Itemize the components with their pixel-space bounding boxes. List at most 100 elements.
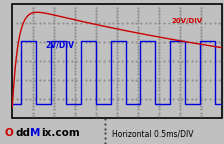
Point <box>94 10 98 12</box>
Point <box>88 41 92 43</box>
Point <box>56 79 60 81</box>
Point <box>157 22 161 25</box>
Point <box>199 80 203 82</box>
Point <box>178 22 182 25</box>
Point <box>52 29 56 31</box>
Point <box>162 98 166 100</box>
Point <box>157 22 161 24</box>
Point <box>73 67 77 69</box>
Point <box>52 35 56 37</box>
Point <box>115 102 119 104</box>
Point <box>121 98 124 100</box>
Point <box>171 79 175 81</box>
Point <box>157 38 161 40</box>
Point <box>136 10 140 12</box>
Point <box>32 83 35 85</box>
Point <box>32 48 35 50</box>
Point <box>157 60 161 63</box>
Point <box>32 86 35 88</box>
Point <box>98 79 101 81</box>
Point <box>52 45 56 47</box>
Point <box>157 16 161 18</box>
Point <box>103 137 107 139</box>
Point <box>94 95 98 98</box>
Point <box>218 79 221 81</box>
Point <box>52 102 56 104</box>
Point <box>148 41 152 43</box>
Point <box>84 79 87 81</box>
Point <box>52 92 56 95</box>
Point <box>136 111 140 114</box>
Point <box>190 60 193 62</box>
Point <box>130 22 134 24</box>
Point <box>144 60 147 62</box>
Point <box>130 79 134 81</box>
Point <box>32 32 35 34</box>
Point <box>115 35 119 37</box>
Point <box>199 10 203 12</box>
Point <box>136 67 140 69</box>
Point <box>52 57 56 60</box>
Point <box>75 22 78 24</box>
Point <box>32 70 35 72</box>
Point <box>136 73 140 76</box>
Point <box>171 22 175 24</box>
Point <box>42 41 46 43</box>
Point <box>125 41 129 43</box>
Point <box>115 76 119 79</box>
Point <box>199 45 203 47</box>
Point <box>73 111 77 114</box>
Point <box>199 19 203 21</box>
Point <box>178 67 182 69</box>
Point <box>84 41 87 43</box>
Point <box>32 95 35 98</box>
Point <box>176 79 180 81</box>
Point <box>157 29 161 31</box>
Point <box>162 60 166 62</box>
Point <box>115 70 119 72</box>
Point <box>199 86 203 88</box>
Point <box>157 105 161 107</box>
Point <box>65 60 69 62</box>
Point <box>194 79 198 81</box>
Point <box>56 22 60 24</box>
Text: O: O <box>4 128 13 138</box>
Point <box>56 98 60 100</box>
Point <box>194 60 198 62</box>
Point <box>52 89 56 91</box>
Point <box>178 70 182 72</box>
Point <box>73 73 77 76</box>
Point <box>73 102 77 104</box>
Point <box>181 60 184 62</box>
Point <box>52 105 56 107</box>
Point <box>136 13 140 15</box>
Point <box>148 22 152 24</box>
Point <box>107 79 110 81</box>
Point <box>199 51 203 53</box>
Point <box>199 22 203 25</box>
Point <box>178 54 182 56</box>
Point <box>94 25 98 28</box>
Point <box>199 29 203 31</box>
Text: M: M <box>30 128 41 138</box>
Point <box>139 41 143 43</box>
Point <box>157 70 161 72</box>
Point <box>116 22 120 24</box>
Point <box>136 70 140 72</box>
Point <box>199 22 202 24</box>
Point <box>190 41 193 43</box>
Point <box>19 79 23 81</box>
Point <box>115 25 119 28</box>
Point <box>115 41 119 44</box>
Point <box>178 19 182 21</box>
Point <box>157 48 161 50</box>
Point <box>28 41 32 43</box>
Point <box>136 92 140 95</box>
Point <box>19 41 23 43</box>
Point <box>42 22 46 24</box>
Point <box>73 57 77 60</box>
Point <box>52 22 55 24</box>
Point <box>199 57 203 60</box>
Point <box>136 108 140 111</box>
Point <box>94 73 98 76</box>
